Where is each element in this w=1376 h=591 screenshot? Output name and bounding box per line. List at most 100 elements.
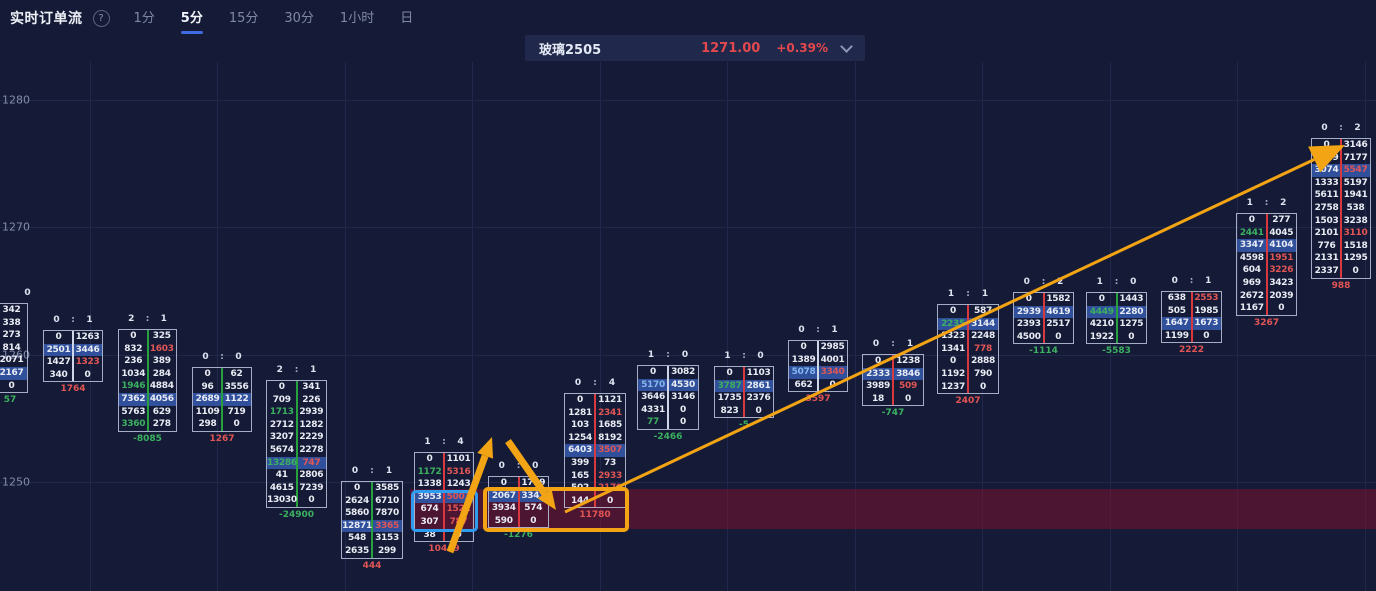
- bid-volume: 1503: [1314, 215, 1339, 226]
- help-icon[interactable]: ?: [92, 9, 110, 27]
- ask-volume: 0: [1278, 303, 1285, 314]
- footprint-column[interactable]: 1:0 0 1443 4449 2280 4210 1275 1922 0 -5583: [1086, 277, 1147, 356]
- bid-volume: 5078: [791, 367, 816, 378]
- imbalance-right: 2: [1354, 123, 1361, 133]
- bid-volume: 13030: [267, 495, 297, 506]
- footprint-column[interactable]: 0: 1 0 1263 2501 3446 1427 1323 340 0 1764: [43, 315, 103, 394]
- ask-volume: 3556: [224, 381, 249, 392]
- price-row: 2441 4045: [1237, 227, 1296, 240]
- price-row: 1254 8192: [565, 432, 625, 445]
- tab-interval[interactable]: 1小时: [340, 7, 374, 30]
- price-row: 1713 2939: [267, 406, 326, 419]
- bid-volume: 3934: [491, 503, 516, 514]
- footprint-column[interactable]: 1:2 0 277 2441 4045 3347 4104 4598 1951 604 3226 96…: [1236, 198, 1297, 328]
- imbalance-left: 0: [872, 339, 880, 349]
- tab-label: 日: [400, 10, 414, 26]
- price-row: 776 1518: [1312, 240, 1370, 253]
- price-row: 1338 1243: [415, 478, 473, 491]
- bid-volume: 2689: [195, 394, 220, 405]
- footprint-box: 0 277 2441 4045 3347 4104 4598 1951 604 3226 969 34…: [1236, 213, 1297, 316]
- price-row: 77 0: [638, 416, 698, 429]
- ask-volume: 284: [152, 368, 171, 379]
- footprint-column[interactable]: 1:0 0 1103 3787 2861 1735 2376 823 0 -5: [714, 351, 774, 430]
- instrument-selector[interactable]: 玻璃2505 1271.00 +0.39%: [525, 35, 865, 61]
- ask-volume: 2376: [746, 393, 771, 404]
- bid-volume: 1199: [1164, 330, 1189, 341]
- ask-volume: 587: [974, 306, 992, 316]
- imbalance-left: 0: [53, 315, 60, 325]
- bid-volume: 0: [1098, 294, 1105, 304]
- footprint-column[interactable]: 1:0 0 3082 5170 4530 3646 3146 4331 0 77 0 -2466: [637, 350, 699, 442]
- bid-volume: 2337: [1314, 265, 1339, 276]
- footprint-column[interactable]: 1:1 0 587 2235 3144 1323 2248 1341 778 0 2888 1192 7…: [937, 289, 999, 406]
- footprint-column[interactable]: 0:2 0 1582 2939 4619 2393 2517 4500 0 -1114: [1013, 277, 1074, 356]
- bid-volume: 2758: [1314, 202, 1339, 213]
- bid-volume: 1237: [941, 381, 965, 392]
- tab-interval[interactable]: 15分: [229, 7, 259, 30]
- bid-volume: 548: [348, 533, 366, 544]
- ask-volume: 3110: [1343, 228, 1368, 239]
- poc-row: 3347 4104: [1237, 239, 1296, 252]
- ask-volume: 1443: [1119, 294, 1144, 304]
- bid-volume: 4210: [1089, 319, 1114, 330]
- bid-volume: 1167: [1239, 303, 1264, 314]
- bid-volume: 2712: [269, 419, 294, 430]
- footprint-column[interactable]: 2:1 0 341 709 226 1713 2939 2712 1282 3207 2229 567…: [266, 365, 327, 520]
- tab-interval[interactable]: 1分: [134, 7, 155, 30]
- bid-volume: 340: [49, 369, 68, 380]
- price-row: 0 1101: [415, 453, 473, 466]
- gridline-horizontal: [0, 482, 1376, 483]
- price-axis-label: 1280: [2, 93, 30, 107]
- imbalance-left: 1: [647, 350, 655, 360]
- bid-volume: 4089: [1314, 152, 1339, 163]
- ask-volume: 5316: [446, 466, 471, 477]
- bid-volume: 3953: [417, 491, 442, 502]
- footprint-column[interactable]: 0:1 0 1238 2333 3846 3989 509 18 0 -747: [862, 339, 924, 418]
- imbalance-left: 1: [424, 437, 431, 447]
- footprint-column[interactable]: 0:1 0 2985 1389 4001 5078 3340 662 0 3597: [788, 325, 848, 404]
- bid-volume: 18: [872, 393, 884, 404]
- ask-volume: 73: [604, 457, 616, 468]
- price-row: 273: [0, 329, 27, 342]
- ask-volume: 1282: [299, 419, 324, 430]
- bid-volume: 5611: [1314, 190, 1339, 201]
- footprint-column[interactable]: 0:1 638 2553 505 1985 1647 1673 1199 0 2222: [1161, 276, 1222, 355]
- delta-footer: 444: [362, 560, 382, 571]
- bid-volume: 236: [124, 356, 143, 367]
- footprint-column[interactable]: 0:1 0 3585 2624 6710 5860 7870 12871 3365 548 3153…: [341, 466, 403, 571]
- price-row: 0 341: [267, 381, 326, 394]
- tab-interval[interactable]: 30分: [284, 7, 314, 30]
- ask-volume: 2278: [299, 444, 324, 455]
- price-row: 5860 7870: [342, 507, 402, 520]
- page-title: 实时订单流: [10, 11, 83, 27]
- delta-footer: 3597: [805, 394, 831, 405]
- ask-volume: 5197: [1343, 177, 1368, 188]
- price-row: 604 3226: [1237, 264, 1296, 277]
- delta-footer: 2407: [955, 396, 981, 407]
- ask-volume: 1121: [598, 395, 622, 405]
- ask-volume: 3423: [1269, 277, 1294, 288]
- price-row: 2712 1282: [267, 419, 326, 432]
- poc-row: 2235 3144: [938, 317, 998, 331]
- ask-volume: 3365: [375, 520, 399, 531]
- price-row: 1735 2376: [715, 392, 773, 405]
- footprint-column[interactable]: 0: 2 0 3146 4089 7177 3074 5547 1333 5197 5611 1941…: [1311, 123, 1371, 291]
- imbalance-header: 2:1: [118, 314, 177, 324]
- ask-volume: 4530: [671, 379, 695, 390]
- tab-interval[interactable]: 5分: [181, 7, 203, 34]
- imbalance-right: 0: [681, 350, 689, 360]
- footprint-column[interactable]: 0:0 0 62 96 3556 2689 1122 1109 719 298 0 1267: [192, 352, 252, 444]
- chevron-down-icon[interactable]: [840, 39, 853, 53]
- ask-volume: 226: [302, 394, 321, 405]
- price-row: 2624 6710: [342, 495, 402, 508]
- footprint-column[interactable]: 0 342 338 273 814 2071 2167 0 57: [0, 288, 31, 405]
- price-row: 1192 790: [938, 368, 998, 381]
- footprint-column[interactable]: 2:1 0 325 832 1603 236 389 1034 284 1946 4884 7362 4…: [118, 314, 177, 444]
- price-row: 0 1263: [44, 331, 102, 344]
- tab-interval[interactable]: 日: [400, 7, 413, 30]
- tab-label: 15分: [228, 10, 259, 26]
- price-axis-label: 1270: [2, 220, 30, 234]
- price-row: 0 277: [1237, 214, 1296, 227]
- ask-volume: 538: [1346, 202, 1365, 213]
